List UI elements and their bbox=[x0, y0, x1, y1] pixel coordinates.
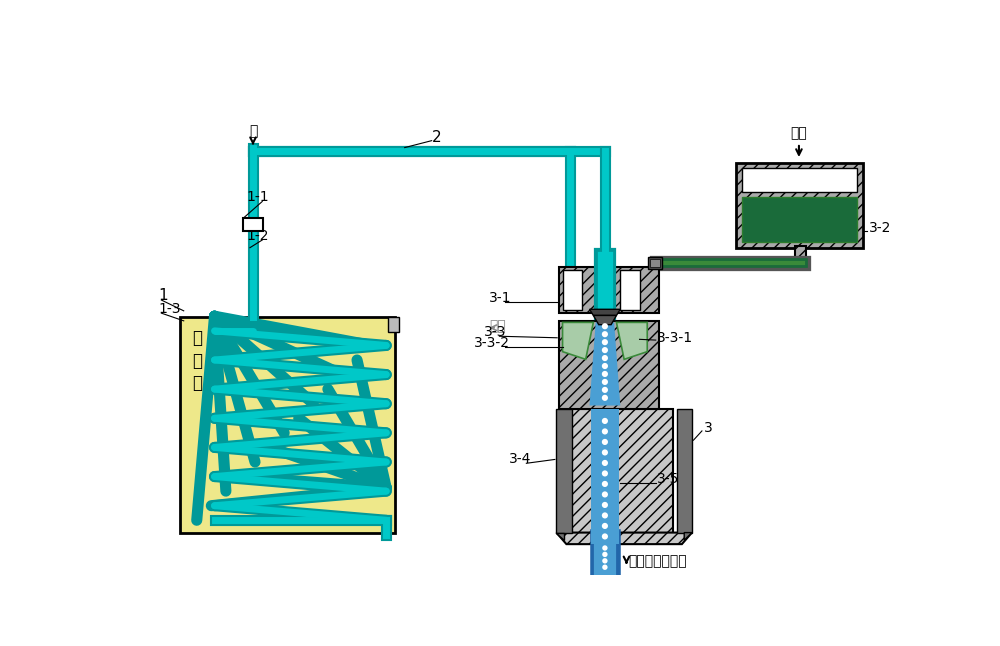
Bar bbox=[742, 167, 857, 193]
Bar bbox=[650, 259, 660, 267]
Text: 3-3: 3-3 bbox=[484, 325, 506, 339]
Circle shape bbox=[602, 450, 608, 455]
Circle shape bbox=[602, 428, 608, 435]
Circle shape bbox=[602, 355, 608, 361]
Text: 1-3: 1-3 bbox=[158, 302, 181, 316]
Bar bbox=[243, 218, 263, 231]
Circle shape bbox=[602, 492, 608, 497]
Text: 3-5: 3-5 bbox=[657, 472, 680, 486]
Text: 1-2: 1-2 bbox=[247, 229, 269, 243]
Bar bbox=[568, 410, 673, 532]
Bar bbox=[742, 197, 857, 242]
Text: 制
冷
剂: 制 冷 剂 bbox=[192, 329, 202, 391]
Polygon shape bbox=[590, 309, 620, 315]
Circle shape bbox=[602, 331, 608, 337]
Circle shape bbox=[602, 363, 608, 369]
Circle shape bbox=[602, 439, 608, 445]
Text: 3: 3 bbox=[703, 421, 712, 435]
Circle shape bbox=[602, 545, 608, 550]
Text: 冰颗粒磨料射流: 冰颗粒磨料射流 bbox=[628, 554, 687, 568]
Circle shape bbox=[602, 379, 608, 385]
Circle shape bbox=[602, 323, 608, 329]
Bar bbox=[795, 246, 806, 267]
Text: 3-1: 3-1 bbox=[489, 291, 512, 305]
Circle shape bbox=[602, 387, 608, 393]
Polygon shape bbox=[563, 322, 593, 359]
Bar bbox=[559, 321, 659, 410]
Circle shape bbox=[602, 558, 608, 563]
Bar bbox=[559, 267, 659, 313]
Polygon shape bbox=[593, 315, 616, 325]
Text: 1: 1 bbox=[158, 288, 168, 303]
Bar bbox=[180, 317, 395, 532]
Bar bbox=[388, 317, 399, 333]
Circle shape bbox=[602, 339, 608, 345]
Bar bbox=[591, 410, 619, 544]
Bar bbox=[677, 410, 692, 532]
Circle shape bbox=[602, 502, 608, 508]
Circle shape bbox=[602, 371, 608, 377]
Circle shape bbox=[602, 470, 608, 477]
Text: 3-2: 3-2 bbox=[869, 222, 891, 235]
Text: 3-4: 3-4 bbox=[509, 452, 531, 466]
Text: 2: 2 bbox=[432, 130, 441, 145]
Text: 水: 水 bbox=[249, 124, 257, 138]
Circle shape bbox=[602, 347, 608, 353]
Circle shape bbox=[602, 395, 608, 401]
Polygon shape bbox=[556, 532, 692, 544]
Circle shape bbox=[602, 552, 608, 557]
Polygon shape bbox=[616, 322, 647, 359]
Bar bbox=[648, 257, 662, 269]
Polygon shape bbox=[590, 322, 620, 406]
Text: 1-1: 1-1 bbox=[247, 191, 269, 205]
Bar bbox=[620, 270, 640, 310]
Circle shape bbox=[602, 418, 608, 424]
Text: 3-3-2: 3-3-2 bbox=[474, 336, 510, 350]
Text: 3-3-1: 3-3-1 bbox=[657, 331, 693, 344]
Circle shape bbox=[602, 460, 608, 466]
Polygon shape bbox=[684, 532, 692, 540]
Circle shape bbox=[602, 534, 608, 539]
Polygon shape bbox=[556, 532, 564, 540]
Bar bbox=[736, 163, 863, 247]
Circle shape bbox=[602, 512, 608, 519]
Circle shape bbox=[602, 481, 608, 487]
Bar bbox=[563, 270, 582, 310]
Text: 氮气: 氮气 bbox=[489, 319, 506, 333]
Bar bbox=[568, 410, 642, 532]
Text: 液氮: 液氮 bbox=[791, 126, 807, 140]
Circle shape bbox=[602, 523, 608, 529]
Circle shape bbox=[602, 565, 608, 570]
Bar bbox=[556, 410, 572, 532]
